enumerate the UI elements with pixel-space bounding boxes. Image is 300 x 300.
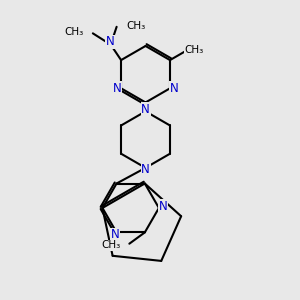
Text: CH₃: CH₃ — [184, 45, 203, 55]
Text: CH₃: CH₃ — [126, 21, 146, 31]
Text: N: N — [169, 82, 178, 95]
Text: N: N — [111, 228, 119, 241]
Text: N: N — [113, 82, 122, 95]
Text: N: N — [141, 163, 150, 176]
Text: N: N — [106, 35, 115, 48]
Text: CH₃: CH₃ — [64, 27, 83, 37]
Text: N: N — [158, 200, 167, 213]
Text: CH₃: CH₃ — [101, 241, 120, 250]
Text: N: N — [141, 103, 150, 116]
